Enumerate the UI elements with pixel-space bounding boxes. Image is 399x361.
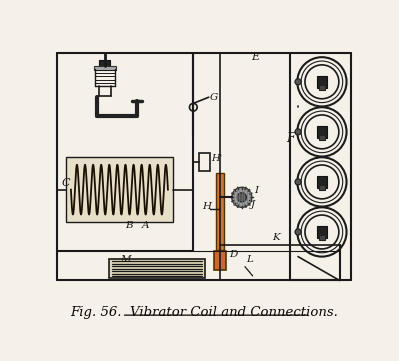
Circle shape — [237, 193, 247, 202]
Text: H: H — [202, 202, 211, 211]
Text: K: K — [272, 234, 280, 243]
Circle shape — [295, 229, 301, 235]
Bar — [319, 135, 325, 140]
Text: C: C — [62, 178, 70, 188]
Bar — [94, 66, 116, 70]
Circle shape — [295, 79, 301, 85]
Text: L: L — [247, 255, 253, 264]
Bar — [316, 126, 327, 138]
Text: B: B — [125, 221, 132, 230]
Bar — [319, 235, 325, 240]
Circle shape — [190, 103, 197, 111]
Bar — [200, 153, 210, 171]
Bar — [319, 85, 325, 90]
Text: Fig. 56.  Vibrator Coil and Connections.: Fig. 56. Vibrator Coil and Connections. — [70, 306, 338, 319]
Bar — [109, 259, 205, 278]
Text: I: I — [254, 187, 258, 195]
Bar — [316, 176, 327, 188]
Bar — [316, 226, 327, 238]
Bar — [215, 173, 224, 250]
Bar — [214, 251, 226, 270]
Bar — [66, 157, 172, 222]
Text: F: F — [286, 132, 294, 145]
Text: A: A — [142, 221, 149, 230]
Text: J: J — [251, 200, 255, 209]
Text: H': H' — [211, 154, 222, 163]
Text: G: G — [210, 92, 219, 101]
Circle shape — [232, 187, 252, 207]
Circle shape — [295, 129, 301, 135]
Bar — [319, 185, 325, 190]
Text: D: D — [229, 251, 238, 260]
Text: E: E — [251, 52, 259, 62]
Circle shape — [295, 179, 301, 185]
Bar — [316, 76, 327, 88]
Bar — [99, 60, 110, 70]
Text: M: M — [120, 255, 131, 264]
